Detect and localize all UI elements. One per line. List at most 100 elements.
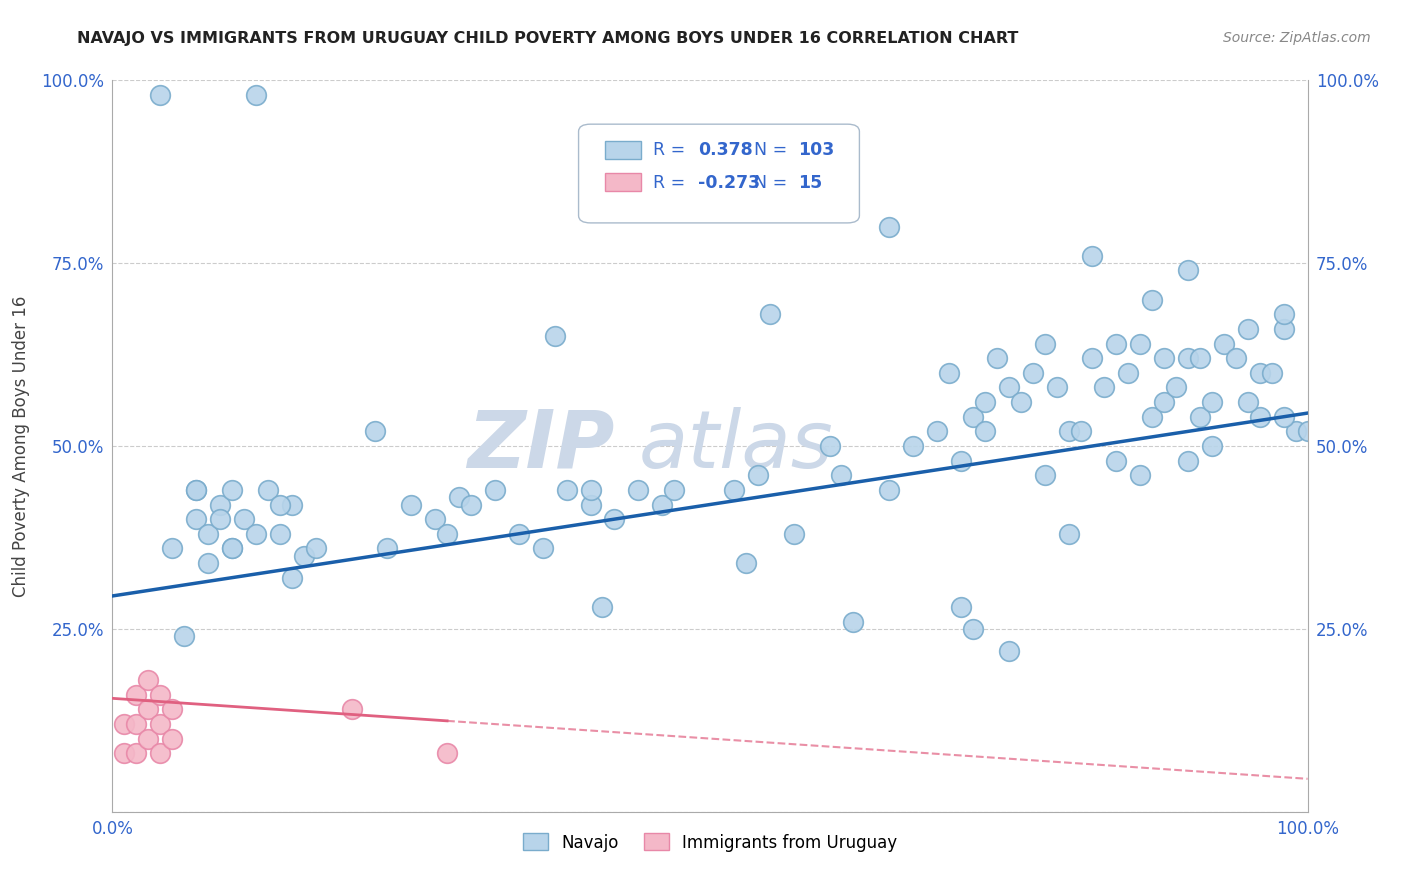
Point bbox=[197, 526, 219, 541]
Point bbox=[149, 688, 172, 702]
Point bbox=[782, 526, 804, 541]
Point bbox=[1189, 409, 1212, 424]
Point bbox=[1105, 336, 1128, 351]
Point bbox=[1225, 351, 1247, 366]
Point bbox=[269, 498, 291, 512]
Point bbox=[138, 702, 160, 716]
Point bbox=[1033, 336, 1056, 351]
Point bbox=[950, 599, 973, 614]
Point bbox=[818, 439, 841, 453]
Point bbox=[281, 498, 304, 512]
Point bbox=[173, 629, 195, 643]
Point bbox=[1105, 453, 1128, 467]
Point bbox=[1153, 351, 1175, 366]
Point bbox=[340, 702, 363, 716]
Point bbox=[447, 490, 470, 504]
Point bbox=[125, 717, 148, 731]
Point bbox=[735, 556, 758, 570]
Point bbox=[484, 483, 506, 497]
Point bbox=[879, 219, 901, 234]
Point bbox=[1177, 453, 1199, 467]
Text: 103: 103 bbox=[799, 142, 835, 160]
Text: ZIP: ZIP bbox=[467, 407, 614, 485]
Point bbox=[1272, 322, 1295, 336]
Point bbox=[1129, 336, 1152, 351]
Point bbox=[603, 512, 626, 526]
Point bbox=[149, 746, 172, 760]
Text: R =: R = bbox=[652, 174, 690, 192]
Point bbox=[974, 425, 997, 439]
Point bbox=[1261, 366, 1284, 380]
Point bbox=[1070, 425, 1092, 439]
Point bbox=[664, 483, 686, 497]
Point bbox=[651, 498, 673, 512]
Point bbox=[1129, 468, 1152, 483]
FancyBboxPatch shape bbox=[579, 124, 859, 223]
Point bbox=[1249, 366, 1271, 380]
Point bbox=[974, 395, 997, 409]
Bar bbox=[605, 173, 641, 192]
Point bbox=[1237, 395, 1260, 409]
Point bbox=[186, 512, 208, 526]
Point bbox=[1285, 425, 1308, 439]
Text: atlas: atlas bbox=[638, 407, 834, 485]
Text: Source: ZipAtlas.com: Source: ZipAtlas.com bbox=[1223, 31, 1371, 45]
Text: R =: R = bbox=[652, 142, 690, 160]
Point bbox=[579, 498, 602, 512]
Point bbox=[831, 468, 853, 483]
Point bbox=[162, 731, 183, 746]
Point bbox=[1201, 395, 1223, 409]
Point bbox=[149, 87, 172, 102]
Point bbox=[149, 717, 172, 731]
Point bbox=[1249, 409, 1271, 424]
Point bbox=[842, 615, 865, 629]
Point bbox=[1213, 336, 1236, 351]
Point bbox=[998, 380, 1021, 394]
Point bbox=[627, 483, 650, 497]
Point bbox=[1057, 526, 1080, 541]
Text: NAVAJO VS IMMIGRANTS FROM URUGUAY CHILD POVERTY AMONG BOYS UNDER 16 CORRELATION : NAVAJO VS IMMIGRANTS FROM URUGUAY CHILD … bbox=[77, 31, 1019, 46]
Point bbox=[281, 571, 304, 585]
Point bbox=[364, 425, 387, 439]
Point bbox=[1142, 409, 1164, 424]
Point bbox=[114, 717, 135, 731]
Point bbox=[1094, 380, 1116, 394]
Point bbox=[460, 498, 482, 512]
Point bbox=[1201, 439, 1223, 453]
Bar bbox=[605, 141, 641, 160]
Point bbox=[162, 702, 183, 716]
Point bbox=[125, 688, 148, 702]
Point bbox=[1010, 395, 1032, 409]
Point bbox=[531, 541, 554, 556]
Point bbox=[197, 556, 219, 570]
Point bbox=[425, 512, 447, 526]
Point bbox=[305, 541, 328, 556]
Point bbox=[1296, 425, 1319, 439]
Point bbox=[138, 673, 160, 687]
Point bbox=[879, 483, 901, 497]
Point bbox=[903, 439, 925, 453]
Point bbox=[221, 541, 243, 556]
Point bbox=[1272, 307, 1295, 321]
Point bbox=[592, 599, 614, 614]
Point bbox=[1237, 322, 1260, 336]
Point bbox=[1153, 395, 1175, 409]
Text: 0.378: 0.378 bbox=[699, 142, 752, 160]
Point bbox=[233, 512, 256, 526]
Point bbox=[162, 541, 183, 556]
Point bbox=[221, 483, 243, 497]
Point bbox=[747, 468, 769, 483]
Point bbox=[1081, 249, 1104, 263]
Legend: Navajo, Immigrants from Uruguay: Navajo, Immigrants from Uruguay bbox=[516, 827, 904, 858]
Point bbox=[543, 329, 565, 343]
Point bbox=[950, 453, 973, 467]
Point bbox=[938, 366, 960, 380]
Point bbox=[555, 483, 578, 497]
Point bbox=[209, 512, 232, 526]
Point bbox=[245, 87, 267, 102]
Point bbox=[245, 526, 267, 541]
Point bbox=[1118, 366, 1140, 380]
Text: -0.273: -0.273 bbox=[699, 174, 761, 192]
Text: N =: N = bbox=[754, 142, 793, 160]
Point bbox=[221, 541, 243, 556]
